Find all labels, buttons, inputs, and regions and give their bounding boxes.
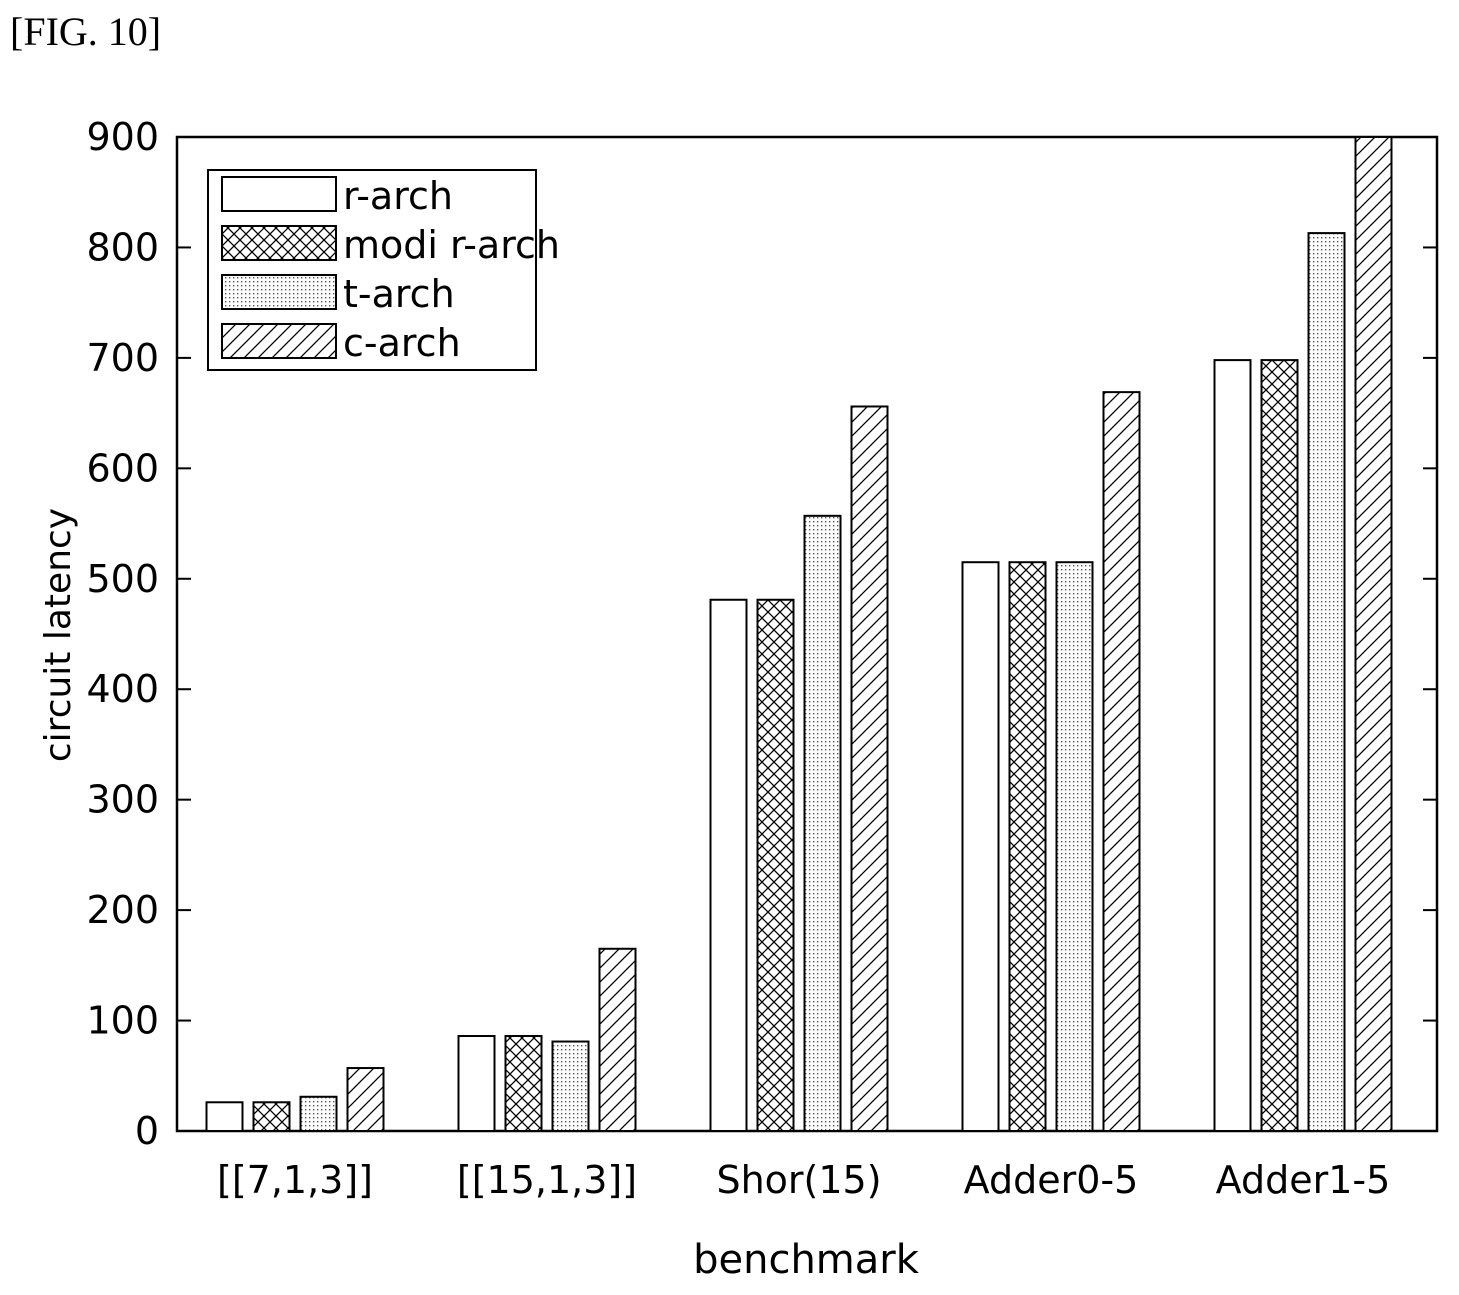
legend-swatch-blank xyxy=(221,176,337,212)
y-axis-label: circuit latency xyxy=(38,508,79,762)
legend-label: modi r-arch xyxy=(343,223,560,267)
bar-blank-1 xyxy=(457,1035,496,1133)
y-tick-label: 300 xyxy=(86,778,159,822)
bar-blank-0 xyxy=(205,1101,244,1132)
y-tick-label: 400 xyxy=(86,667,159,711)
y-tick-label: 500 xyxy=(86,557,159,601)
y-tick-label: 200 xyxy=(86,888,159,932)
y-tick-label: 100 xyxy=(86,999,159,1043)
bar-dots-2 xyxy=(803,514,842,1132)
y-tick-label: 600 xyxy=(86,446,159,490)
figure-label: [FIG. 10] xyxy=(10,9,162,54)
bar-crosshatch-0 xyxy=(252,1101,291,1132)
x-tick-label: Adder0-5 xyxy=(964,1158,1139,1202)
legend: r-arch modi r-arch t-arch c-arch xyxy=(207,169,560,371)
x-tick-label: [[15,1,3]] xyxy=(457,1158,637,1202)
bar-blank-2 xyxy=(709,598,748,1132)
bar-blank-4 xyxy=(1213,359,1252,1132)
x-axis-label: benchmark xyxy=(693,1237,920,1283)
bar-diagonal-2 xyxy=(850,405,889,1132)
bar-crosshatch-4 xyxy=(1260,359,1299,1132)
bar-crosshatch-1 xyxy=(504,1035,543,1133)
legend-swatch-diagonal xyxy=(221,323,337,359)
bar-diagonal-0 xyxy=(346,1067,385,1132)
legend-swatch-dots xyxy=(221,274,337,310)
legend-label: c-arch xyxy=(343,321,461,365)
bar-dots-3 xyxy=(1055,561,1094,1132)
y-tick-label: 700 xyxy=(86,336,159,380)
bar-blank-3 xyxy=(961,561,1000,1132)
y-tick-label: 800 xyxy=(86,225,159,269)
x-tick-label: Adder1-5 xyxy=(1216,1158,1391,1202)
bar-diagonal-4 xyxy=(1354,136,1393,1132)
bar-crosshatch-2 xyxy=(756,598,795,1132)
y-tick-label: 900 xyxy=(86,115,159,159)
bar-dots-4 xyxy=(1307,232,1346,1132)
bar-dots-0 xyxy=(299,1095,338,1132)
x-tick-label: Shor(15) xyxy=(716,1158,881,1202)
bar-diagonal-3 xyxy=(1102,391,1141,1133)
bar-dots-1 xyxy=(551,1040,590,1133)
y-tick-label: 0 xyxy=(135,1109,159,1153)
axes: 0 100 200 300 400 500 600 700 800 900 [[7,1,3]] [[1… xyxy=(86,115,1439,1202)
legend-label: r-arch xyxy=(343,174,453,218)
legend-label: t-arch xyxy=(343,272,455,316)
x-tick-label: [[7,1,3]] xyxy=(217,1158,373,1202)
legend-swatch-crosshatch xyxy=(221,225,337,261)
bars xyxy=(205,136,1393,1133)
bar-crosshatch-3 xyxy=(1008,561,1047,1132)
bar-diagonal-1 xyxy=(598,947,637,1132)
